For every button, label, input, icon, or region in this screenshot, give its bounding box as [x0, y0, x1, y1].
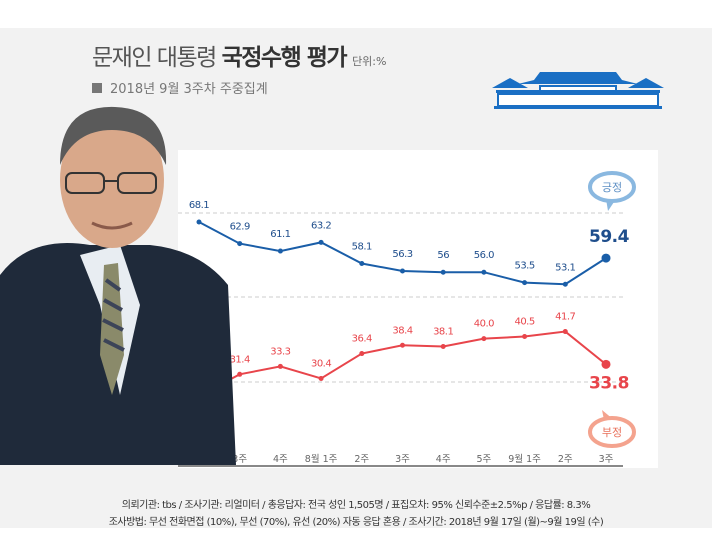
series-line-negative: [198, 330, 607, 397]
data-point: [481, 336, 487, 342]
data-point: [196, 219, 202, 225]
page-title: 문재인 대통령 국정수행 평가 단위:%: [92, 38, 386, 72]
legend-label: 부정: [602, 426, 622, 439]
x-tick-label: 5주: [477, 454, 492, 465]
data-point: [522, 334, 528, 340]
callout-bubble: [588, 416, 636, 448]
x-tick-label: 2주: [354, 454, 369, 465]
data-label: 36.4: [352, 334, 372, 345]
data-label: 41.7: [555, 312, 575, 323]
data-label: 33.8: [589, 373, 629, 393]
data-point: [601, 359, 611, 369]
data-point: [359, 351, 365, 357]
data-label: 40.5: [514, 317, 534, 328]
data-label: 30.4: [311, 358, 331, 369]
data-point: [481, 269, 487, 275]
data-point: [562, 281, 568, 287]
data-point: [318, 375, 324, 381]
data-label: 59.4: [589, 227, 630, 247]
survey-note-line-2: 조사방법: 무선 전화면접 (10%), 무선 (70%), 유선 (20%) …: [108, 517, 604, 528]
data-label: 53.5: [514, 261, 534, 272]
data-label: 40.0: [474, 319, 494, 330]
x-tick-label: 3주: [395, 454, 410, 465]
callout-tail: [606, 199, 616, 211]
data-label: 38.4: [392, 325, 412, 336]
data-label: 56: [437, 250, 449, 261]
data-label: 56.3: [392, 249, 412, 260]
title-bold: 국정수행 평가: [221, 45, 348, 71]
data-point: [400, 268, 405, 274]
data-point: [400, 342, 405, 348]
data-point: [601, 253, 611, 263]
data-label: 53.1: [555, 262, 575, 273]
x-tick-label: 8월 1주: [305, 453, 338, 465]
data-label: 33.3: [270, 346, 290, 357]
data-label: 63.2: [311, 220, 331, 231]
data-point: [440, 344, 446, 349]
data-point: [277, 248, 283, 254]
unit-label: 단위:%: [352, 55, 387, 68]
legend-label: 긍정: [602, 181, 622, 194]
data-label: 58.1: [352, 242, 372, 253]
data-point: [277, 363, 283, 369]
square-bullet-icon: [92, 83, 102, 93]
title-light: 문재인 대통령: [92, 45, 217, 71]
blue-house-icon: [492, 72, 664, 109]
x-tick-label: 4주: [273, 454, 288, 465]
x-tick-label: 9월 1주: [508, 453, 541, 465]
data-point: [522, 280, 528, 286]
subtitle-text: 2018년 9월 3주차 주중집계: [110, 82, 268, 97]
data-point: [562, 329, 568, 335]
x-tick-label: 3주: [232, 454, 247, 465]
data-label: 68.1: [189, 200, 209, 211]
x-tick-label: 2주: [558, 454, 573, 465]
callout-tail: [602, 410, 614, 420]
data-point: [237, 371, 243, 377]
data-label: 31.4: [230, 354, 250, 365]
data-label: 38.1: [433, 327, 453, 338]
data-point: [359, 261, 365, 266]
survey-notes: 의뢰기관: tbs / 조사기관: 리얼미터 / 총응답자: 전국 성인 1,5…: [0, 497, 712, 531]
president-portrait: [0, 106, 236, 465]
data-label: 62.9: [230, 222, 250, 233]
data-point: [237, 241, 243, 247]
survey-note-line-1: 의뢰기관: tbs / 조사기관: 리얼미터 / 총응답자: 전국 성인 1,5…: [121, 500, 591, 511]
data-label: 56.0: [474, 250, 494, 261]
data-label: 61.1: [270, 229, 290, 240]
x-tick-label: 4주: [436, 454, 451, 465]
subtitle: 2018년 9월 3주차 주중집계: [92, 78, 268, 97]
x-tick-label: 3주: [599, 454, 614, 465]
data-point: [440, 269, 446, 275]
data-point: [318, 239, 324, 245]
